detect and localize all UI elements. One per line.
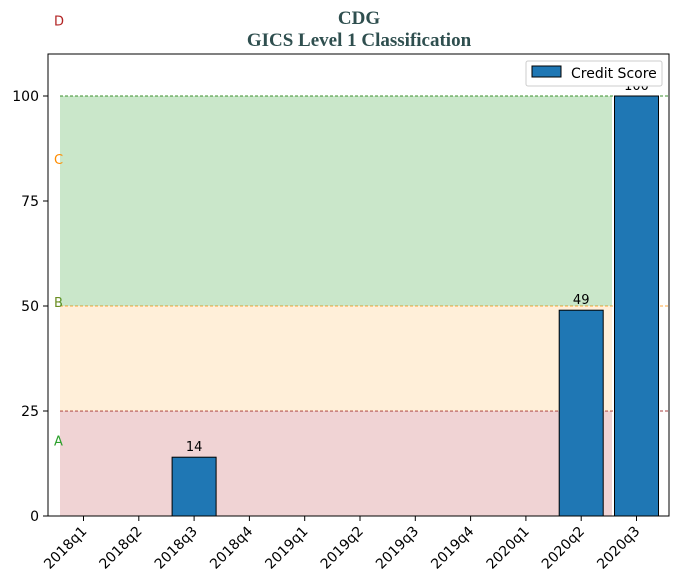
y-tick-label: 25: [21, 404, 39, 420]
band-b-label: B: [54, 296, 63, 311]
legend-swatch: [531, 65, 562, 78]
y-tick-label: 50: [21, 299, 39, 315]
band-b-region: [60, 306, 612, 411]
legend-label: Credit Score: [571, 66, 657, 82]
chart-subtitle: GICS Level 1 Classification: [247, 30, 472, 51]
x-tick-label: 2018q1: [41, 524, 90, 573]
data-label-2018q3: 14: [186, 440, 203, 455]
band-a-region: [60, 411, 612, 516]
legend: Credit Score: [525, 60, 663, 87]
band-a-label: A: [54, 434, 63, 449]
x-tick-label: 2018q3: [152, 524, 201, 573]
x-tick-label: 2020q2: [539, 524, 588, 573]
bar-2020q2: [558, 309, 604, 517]
x-tick-label: 2020q3: [594, 524, 643, 573]
x-tick-label: 2019q4: [428, 523, 477, 572]
band-c-region: [60, 96, 612, 306]
x-tick-label: 2019q2: [318, 524, 367, 573]
bar-2020q3: [614, 95, 659, 517]
data-label-2020q2: 49: [573, 293, 590, 308]
y-tick-label: 100: [12, 89, 39, 105]
plot-frame: [47, 53, 670, 517]
x-tick-label: 2019q1: [262, 524, 311, 573]
bar-2018q3: [171, 456, 217, 517]
x-tick-label: 2018q4: [207, 523, 256, 572]
y-tick-label: 75: [21, 194, 39, 210]
y-tick-label: 0: [30, 509, 39, 525]
x-tick-label: 2020q1: [484, 524, 533, 573]
band-layer: A B C D: [54, 14, 669, 516]
x-tick-label: 2019q3: [373, 524, 422, 573]
bars-layer: 1449100: [171, 79, 659, 517]
chart-title: CDG: [338, 8, 380, 29]
band-d-label: D: [54, 14, 64, 29]
x-tick-label: 2018q2: [97, 524, 146, 573]
band-c-label: C: [54, 153, 63, 168]
